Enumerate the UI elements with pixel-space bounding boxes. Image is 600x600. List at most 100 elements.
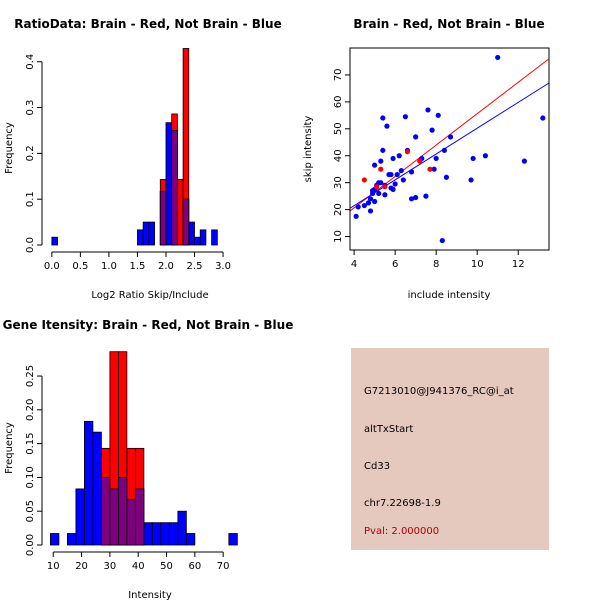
scatter-point-blue-20 <box>384 123 390 129</box>
intensity-overlap-bar-2 <box>117 477 128 546</box>
intensity-x-tick-label-1: 20 <box>75 561 88 572</box>
scatter-point-red-0 <box>361 177 367 183</box>
scatter-point-blue-23 <box>388 171 394 178</box>
intensity-y-tick-label-3: 0.15 <box>25 432 36 454</box>
intensity-overlap-bar-1 <box>109 488 119 546</box>
intensity-overlap-bar-4 <box>134 488 145 546</box>
intensity-blue-bar-2 <box>75 488 85 546</box>
scatter-point-red-1 <box>374 184 380 190</box>
scatter-y-tick-label-1: 20 <box>333 203 344 216</box>
gene-name-text: Cd33 <box>364 461 391 472</box>
ratio-blue-bar-5 <box>165 122 173 246</box>
ratio-blue-bar-9 <box>194 236 201 246</box>
intensity-blue-bar-0 <box>50 533 60 546</box>
scatter-point-blue-41 <box>431 166 437 172</box>
scatter-point-blue-1 <box>355 204 361 210</box>
scatter-point-blue-16 <box>380 115 386 121</box>
intensity-histogram-axes: 10 20 30 40 50 60 70 0.00 0.05 0.10 0.15 0.20 0.25 <box>25 365 230 572</box>
ratio-blue-bar-1 <box>137 229 144 246</box>
ratio-x-tick-label-1: 0.5 <box>72 261 88 272</box>
scatter-point-blue-43 <box>435 112 441 118</box>
ratio-histogram-ylabel: Frequency <box>4 122 15 174</box>
scatter-point-blue-48 <box>468 177 474 183</box>
intensity-histogram-bars <box>50 351 238 546</box>
scatter-point-blue-49 <box>470 155 476 162</box>
scatter-point-blue-42 <box>433 155 439 162</box>
intensity-overlap-bar-3 <box>126 499 136 546</box>
scatter-point-blue-26 <box>392 181 398 187</box>
scatter-point-blue-4 <box>367 208 374 214</box>
intensity-x-tick-label-2: 30 <box>104 561 117 572</box>
ratio-x-tick-label-6: 3.0 <box>215 261 231 272</box>
scatter-point-red-2 <box>378 166 384 172</box>
ratio-blue-bar-2 <box>142 221 150 246</box>
ratio-histogram-panel: RatioData: Brain - Red, Not Brain - Blue… <box>4 17 282 301</box>
scatter-y-tick-label-0: 10 <box>333 230 344 243</box>
ratio-overlap-bar-3 <box>182 198 190 246</box>
scatter-point-red-3 <box>382 184 388 190</box>
ratio-x-tick-label-2: 1.0 <box>101 261 117 272</box>
intensity-x-tick-label-3: 40 <box>132 561 145 572</box>
ratio-histogram-bars <box>51 48 218 246</box>
scatter-point-blue-53 <box>540 115 546 121</box>
scatter-point-blue-28 <box>396 153 402 159</box>
gene-info-box: G7213010@J941376_RC@i_at altTxStart Cd33… <box>351 348 549 550</box>
ratio-blue-bar-3 <box>148 221 155 246</box>
intensity-blue-bar-1 <box>67 533 77 546</box>
scatter-x-tick-label-1: 6 <box>392 259 398 270</box>
ratio-y-tick-label-3: 0.3 <box>25 100 36 116</box>
scatter-point-blue-27 <box>394 171 400 178</box>
ratio-x-tick-label-5: 2.5 <box>187 261 203 272</box>
scatter-point-blue-17 <box>380 147 386 153</box>
scatter-y-tick-label-3: 40 <box>333 149 344 162</box>
intensity-blue-bar-14 <box>177 510 187 546</box>
intensity-overlap-bar-0 <box>100 477 111 546</box>
intensity-x-tick-label-5: 60 <box>188 561 201 572</box>
ratio-y-tick-label-1: 0.1 <box>25 191 36 207</box>
scatter-y-tick-label-2: 30 <box>333 176 344 189</box>
scatter-xlabel: include intensity <box>408 290 491 301</box>
ratio-red-bar-2 <box>176 179 184 246</box>
intensity-x-tick-label-0: 10 <box>47 561 60 572</box>
scatter-point-blue-5 <box>367 196 374 202</box>
scatter-point-blue-51 <box>495 54 501 61</box>
intensity-histogram-xlabel: Intensity <box>128 590 172 600</box>
scatter-axes: 4 6 8 10 12 10 20 30 40 50 60 70 <box>333 69 525 270</box>
ratio-histogram-title: RatioData: Brain - Red, Not Brain - Blue <box>14 17 281 31</box>
scatter-panel: Brain - Red, Not Brain - Blue 4 6 8 10 12 10 2… <box>303 17 550 301</box>
scatter-point-blue-39 <box>425 107 431 113</box>
intensity-y-tick-label-0: 0.00 <box>25 534 36 556</box>
scatter-point-blue-45 <box>441 147 447 153</box>
intensity-blue-bar-15 <box>185 533 196 546</box>
ratio-blue-bar-8 <box>188 221 195 246</box>
scatter-point-blue-12 <box>376 190 382 197</box>
scatter-point-red-4 <box>404 149 411 155</box>
scatter-plot-frame <box>349 47 550 251</box>
scatter-point-blue-38 <box>423 193 429 199</box>
scatter-point-blue-46 <box>443 174 450 180</box>
intensity-blue-bar-13 <box>168 522 179 546</box>
intensity-histogram-title: Gene Itensity: Brain - Red, Not Brain - … <box>3 318 294 332</box>
intensity-y-tick-label-2: 0.10 <box>25 466 36 488</box>
scatter-x-tick-label-2: 8 <box>433 259 439 270</box>
scatter-point-blue-35 <box>413 134 419 140</box>
ratio-blue-bar-11 <box>211 229 218 246</box>
ratio-x-tick-label-3: 1.5 <box>129 261 145 272</box>
scatter-point-blue-0 <box>353 213 359 219</box>
scatter-point-blue-2 <box>361 202 367 209</box>
intensity-x-tick-label-4: 50 <box>160 561 173 572</box>
scatter-point-blue-34 <box>408 169 415 175</box>
intensity-y-tick-label-5: 0.25 <box>25 365 36 387</box>
intensity-blue-bar-11 <box>151 522 162 546</box>
ratio-overlap-bar-1 <box>171 130 178 246</box>
scatter-point-blue-52 <box>521 158 527 164</box>
scatter-point-blue-24 <box>390 186 396 192</box>
ratio-blue-bar-10 <box>199 229 207 246</box>
scatter-point-blue-40 <box>429 127 435 133</box>
scatter-point-blue-33 <box>408 196 415 202</box>
scatter-point-blue-25 <box>390 155 396 162</box>
intensity-y-tick-label-4: 0.20 <box>25 399 36 421</box>
intensity-x-tick-label-6: 70 <box>217 561 230 572</box>
ratio-histogram-axes: 0.0 0.5 1.0 1.5 2.0 2.5 3.0 0.0 0.1 0.2 0.3 0.4 <box>25 54 231 272</box>
